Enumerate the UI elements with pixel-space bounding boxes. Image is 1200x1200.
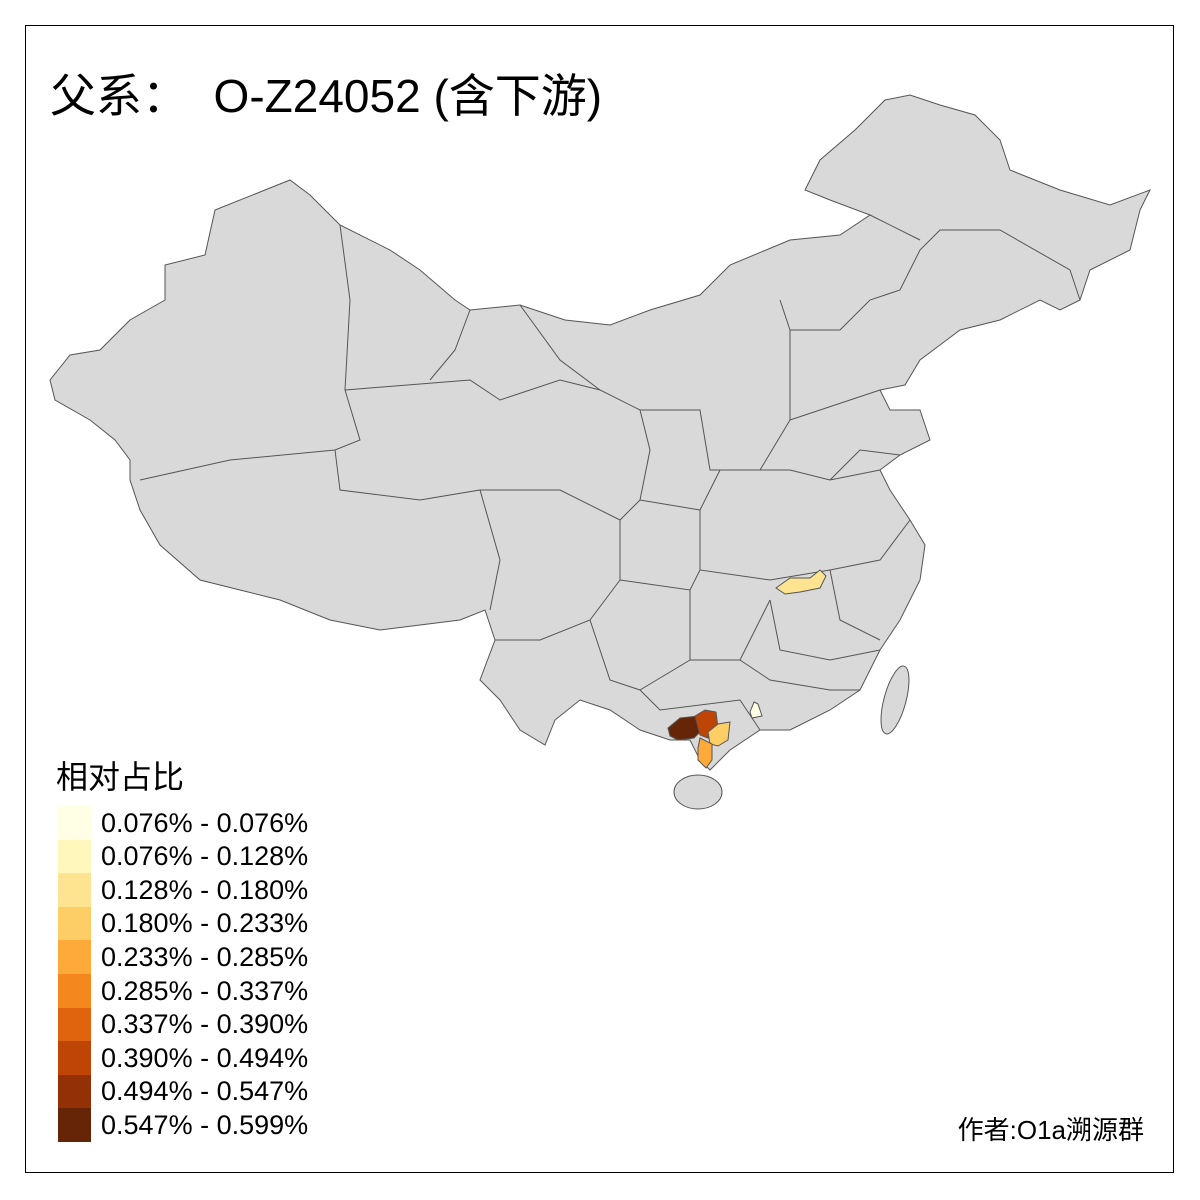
legend-swatch <box>58 1041 91 1076</box>
map-title: 父系： O-Z24052 (含下游) <box>50 70 603 122</box>
legend-swatch <box>58 806 91 840</box>
legend-swatch <box>58 1108 91 1143</box>
legend-swatch <box>58 940 91 975</box>
legend-swatch <box>58 839 91 874</box>
legend-swatch <box>58 906 91 941</box>
mainland-region <box>49 94 1152 771</box>
legend-label: 0.494% - 0.547% <box>101 1076 309 1107</box>
hainan-region <box>673 774 723 810</box>
legend-label: 0.390% - 0.494% <box>101 1042 309 1073</box>
legend-swatch <box>58 873 91 908</box>
legend-label: 0.337% - 0.390% <box>101 1009 309 1040</box>
legend-swatch <box>58 1074 91 1109</box>
legend-label: 0.128% - 0.180% <box>101 874 309 905</box>
region-0076 <box>749 701 763 719</box>
legend-item: 0.390% - 0.494% <box>58 1041 309 1076</box>
legend-item: 0.076% - 0.128% <box>58 839 309 874</box>
legend-label: 0.076% - 0.128% <box>101 841 309 872</box>
legend-item: 0.233% - 0.285% <box>58 940 309 975</box>
legend-label: 0.547% - 0.599% <box>101 1109 309 1140</box>
legend-item: 0.494% - 0.547% <box>58 1074 309 1109</box>
region-013-018 <box>775 569 827 595</box>
legend-swatch <box>58 1007 91 1042</box>
legend-item: 0.180% - 0.233% <box>58 906 309 941</box>
legend-item: 0.547% - 0.599% <box>58 1108 309 1143</box>
legend-swatch <box>58 974 91 1008</box>
region-047-059 <box>667 715 703 741</box>
legend-item: 0.337% - 0.390% <box>58 1007 309 1042</box>
legend-label: 0.285% - 0.337% <box>101 975 309 1006</box>
legend-item: 0.076% - 0.076% <box>58 806 308 840</box>
province-borders <box>139 214 1081 731</box>
region-023-028 <box>697 737 713 769</box>
legend-label: 0.233% - 0.285% <box>101 941 309 972</box>
legend-label: 0.076% - 0.076% <box>101 807 309 838</box>
legend-title: 相对占比 <box>56 759 185 795</box>
legend-item: 0.285% - 0.337% <box>58 974 308 1008</box>
taiwan-region <box>880 665 910 735</box>
author-credit: 作者:O1a溯源群 <box>957 1115 1144 1145</box>
plot-frame <box>25 25 1174 1173</box>
legend-label: 0.180% - 0.233% <box>101 908 309 939</box>
legend-item: 0.128% - 0.180% <box>58 873 309 908</box>
